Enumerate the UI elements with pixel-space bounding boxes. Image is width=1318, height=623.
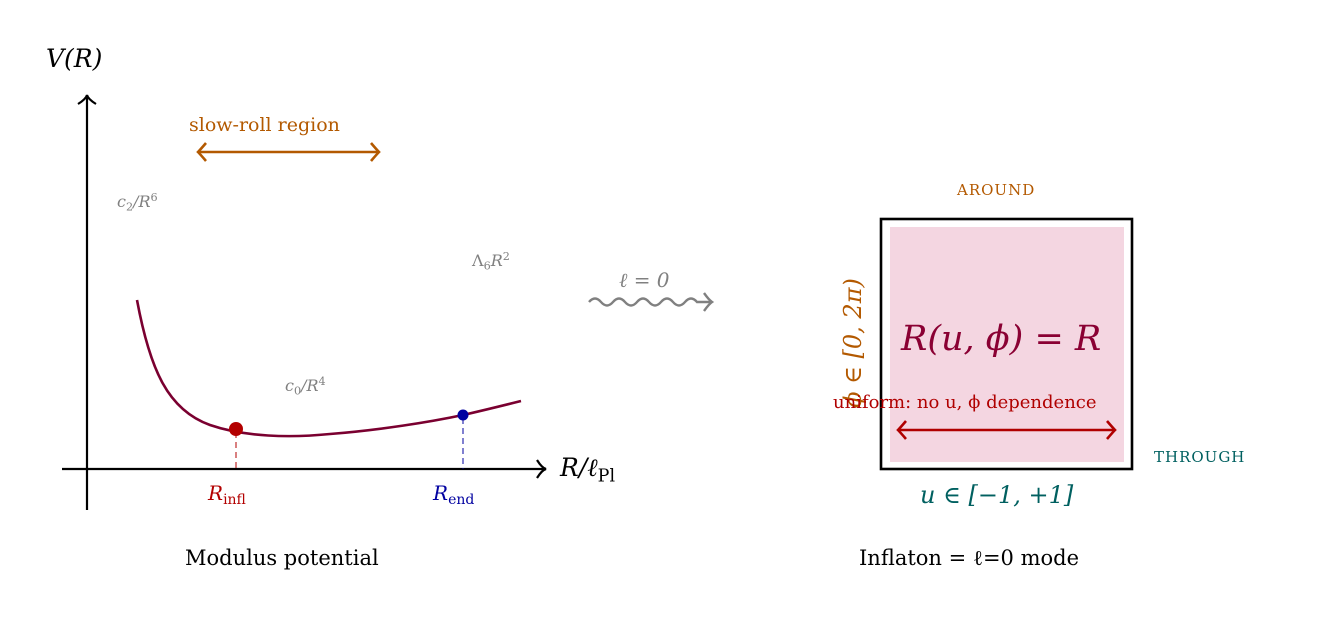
slow-roll-arrow: [196, 142, 381, 162]
y-axis: [77, 94, 97, 510]
left-caption: Modulus potential: [185, 546, 379, 570]
uniform-note: uniform: no u, ϕ dependence: [833, 392, 1097, 413]
u-range-label: u ∈ [−1, +1]: [920, 481, 1074, 509]
slow-roll-label: slow-roll region: [189, 114, 340, 136]
arrow-label: ℓ = 0: [619, 268, 670, 292]
right-caption: Inflaton = ℓ=0 mode: [859, 546, 1080, 570]
r-end-point: [457, 409, 469, 421]
y-axis-label: V(R): [46, 44, 103, 73]
wavy-arrow: [588, 292, 715, 312]
uniform-arrow: [896, 420, 1117, 440]
r-end-label: Rend: [433, 481, 475, 509]
around-label: AROUND: [957, 181, 1036, 199]
phi-range-label: ϕ ∈ [0, 2π): [839, 278, 867, 408]
domain-box-fill: [890, 227, 1124, 462]
through-label: THROUGH: [1154, 448, 1246, 466]
x-axis-label: R/ℓPl: [560, 453, 616, 487]
r-infl-point: [229, 422, 243, 436]
term-c0-label: c0/R4: [285, 375, 326, 398]
r-infl-label: Rinfl: [208, 481, 246, 509]
term-lambda-label: Λ6R2: [472, 250, 510, 273]
center-equation: R(u, ϕ) = R: [901, 319, 1102, 359]
x-axis: [62, 459, 547, 479]
term-c2-label: c2/R6: [117, 191, 158, 214]
